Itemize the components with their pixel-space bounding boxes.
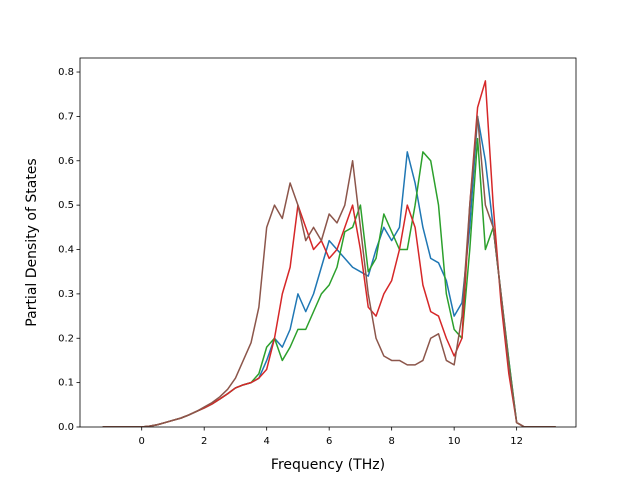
x-tick-label: 0 (139, 436, 145, 447)
y-tick-label: 0.3 (58, 289, 74, 300)
y-tick-label: 0.1 (58, 378, 74, 389)
x-tick-label: 2 (201, 436, 207, 447)
axes-frame (79, 57, 577, 428)
y-tick-label: 0.0 (58, 422, 74, 433)
x-tick-label: 10 (448, 436, 461, 447)
y-tick-label: 0.4 (58, 245, 74, 256)
y-tick-label: 0.8 (58, 67, 74, 78)
y-tick-label: 0.6 (58, 156, 74, 167)
y-axis-label: Partial Density of States (24, 158, 40, 326)
y-tick-label: 0.7 (58, 111, 74, 122)
x-tick-label: 12 (510, 436, 523, 447)
y-tick-label: 0.5 (58, 200, 74, 211)
x-tick-label: 6 (326, 436, 332, 447)
x-tick-label: 4 (263, 436, 269, 447)
y-tick-label: 0.2 (58, 333, 74, 344)
x-axis-label: Frequency (THz) (271, 457, 385, 473)
series-line (102, 115, 556, 427)
x-tick-label: 8 (388, 436, 394, 447)
